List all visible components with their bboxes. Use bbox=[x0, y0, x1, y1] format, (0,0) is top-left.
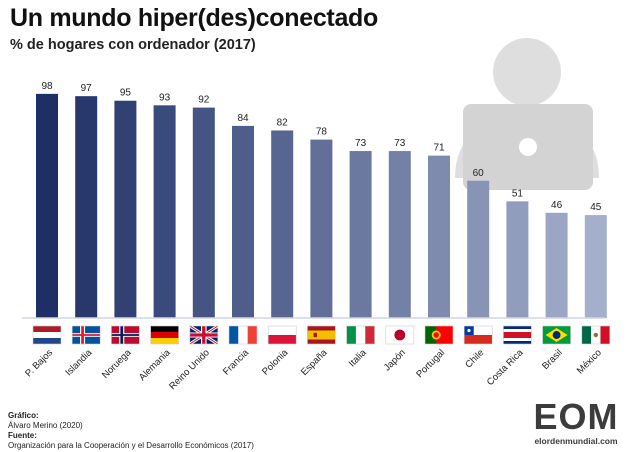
bar-0 bbox=[36, 93, 58, 319]
category-label-3: Alemania bbox=[137, 347, 173, 383]
footer: Gráfico: Álvaro Merino (2020) Fuente: Or… bbox=[8, 411, 254, 451]
bar-10 bbox=[428, 155, 450, 318]
bar-11 bbox=[467, 180, 490, 318]
chart-title: Un mundo hiper(des)conectado bbox=[10, 4, 379, 32]
value-label-2: 95 bbox=[120, 88, 132, 99]
category-label-6: Polonia bbox=[260, 347, 291, 378]
value-label-6: 82 bbox=[277, 117, 289, 128]
poland-flag-icon bbox=[267, 325, 297, 345]
bar-1 bbox=[75, 96, 98, 318]
category-label-10: Portugal bbox=[414, 347, 447, 380]
logo-word: EOM bbox=[533, 396, 619, 437]
italy-flag-icon bbox=[346, 325, 375, 345]
value-label-10: 71 bbox=[433, 143, 445, 154]
bar-3 bbox=[153, 105, 176, 319]
category-label-0: P. Bajos bbox=[23, 347, 55, 379]
value-label-8: 73 bbox=[355, 138, 367, 149]
netherlands-flag-icon bbox=[32, 325, 62, 345]
category-label-5: Francia bbox=[221, 347, 252, 378]
value-label-9: 73 bbox=[394, 138, 406, 149]
category-label-9: Japón bbox=[382, 347, 408, 373]
eom-logo: EOM elordenmundial.com bbox=[520, 396, 632, 450]
category-label-12: Costa Rica bbox=[485, 347, 526, 388]
category-label-14: México bbox=[575, 347, 604, 376]
portugal-flag-icon bbox=[424, 325, 454, 345]
bar-4 bbox=[192, 107, 215, 318]
bar-14 bbox=[584, 215, 607, 318]
bar-5 bbox=[232, 125, 254, 318]
category-label-8: Italia bbox=[347, 347, 369, 369]
value-label-4: 92 bbox=[198, 95, 210, 106]
mexico-flag-icon bbox=[581, 325, 611, 345]
flags-layer bbox=[32, 324, 611, 346]
footer-fuente-label: Fuente: bbox=[8, 431, 37, 440]
costa-rica-flag-icon bbox=[503, 325, 532, 345]
value-label-7: 78 bbox=[316, 127, 328, 138]
bar-6 bbox=[271, 130, 294, 318]
bars-layer bbox=[36, 93, 607, 319]
category-label-7: España bbox=[299, 347, 330, 378]
value-label-1: 97 bbox=[81, 83, 93, 94]
category-label-11: Chile bbox=[463, 347, 486, 370]
category-label-1: Islandia bbox=[63, 347, 94, 378]
logo-url: elordenmundial.com bbox=[534, 436, 618, 446]
japan-flag-icon bbox=[385, 325, 415, 345]
value-label-5: 84 bbox=[237, 113, 249, 124]
value-label-3: 93 bbox=[159, 92, 171, 103]
spain-flag-icon bbox=[307, 325, 336, 345]
bar-13 bbox=[545, 212, 568, 318]
bar-9 bbox=[388, 151, 411, 318]
value-labels-layer: 98 97 95 93 92 84 82 78 73 73 71 60 51 46 45 bbox=[41, 81, 601, 213]
category-label-13: Brasil bbox=[540, 347, 565, 372]
norway-flag-icon bbox=[111, 325, 140, 345]
bar-12 bbox=[506, 201, 529, 318]
value-label-13: 46 bbox=[551, 200, 563, 211]
bar-2 bbox=[114, 100, 137, 318]
brazil-flag-icon bbox=[542, 325, 571, 345]
germany-flag-icon bbox=[150, 325, 179, 345]
bar-8 bbox=[349, 151, 372, 318]
person-computer-icon bbox=[455, 38, 599, 190]
uk-flag-icon bbox=[188, 324, 219, 346]
value-label-12: 51 bbox=[512, 188, 524, 199]
value-label-14: 45 bbox=[590, 202, 602, 213]
value-label-11: 60 bbox=[473, 168, 485, 179]
value-label-0: 98 bbox=[41, 81, 53, 92]
footer-grafico-label: Gráfico: bbox=[8, 411, 39, 420]
category-label-2: Noruega bbox=[100, 347, 134, 381]
france-flag-icon bbox=[228, 325, 258, 345]
footer-fuente-value: Organización para la Cooperación y el De… bbox=[8, 441, 254, 450]
chile-flag-icon bbox=[463, 325, 493, 345]
bar-7 bbox=[310, 139, 333, 318]
footer-grafico-value: Álvaro Merino (2020) bbox=[8, 421, 83, 430]
category-label-4: Reino Unido bbox=[167, 347, 212, 392]
iceland-flag-icon bbox=[71, 325, 101, 345]
chart-subtitle: % de hogares con ordenador (2017) bbox=[10, 37, 256, 53]
